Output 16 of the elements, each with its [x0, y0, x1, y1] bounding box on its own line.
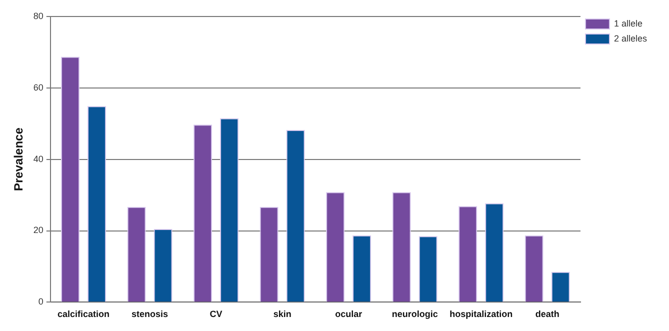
- x-tick-label: hospitalization: [450, 309, 513, 320]
- x-tick-label: calcification: [58, 309, 110, 320]
- x-tick-label: death: [535, 309, 560, 320]
- y-tick-label: 40: [33, 154, 44, 164]
- y-tick-label: 80: [33, 10, 44, 21]
- y-tick-label: 60: [33, 82, 44, 92]
- x-tick-label: neurologic: [392, 309, 438, 320]
- x-tick-label: stenosis: [132, 309, 168, 320]
- x-tick-label: ocular: [335, 309, 363, 320]
- y-axis-title: Prevalence: [12, 127, 26, 191]
- legend-label: 1 allele: [614, 18, 643, 28]
- x-tick-label: skin: [273, 309, 292, 320]
- x-tick-label: CV: [210, 309, 222, 320]
- y-tick-label: 0: [38, 296, 44, 307]
- legend-label: 2 alleles: [614, 33, 648, 44]
- y-tick-label: 20: [33, 225, 44, 236]
